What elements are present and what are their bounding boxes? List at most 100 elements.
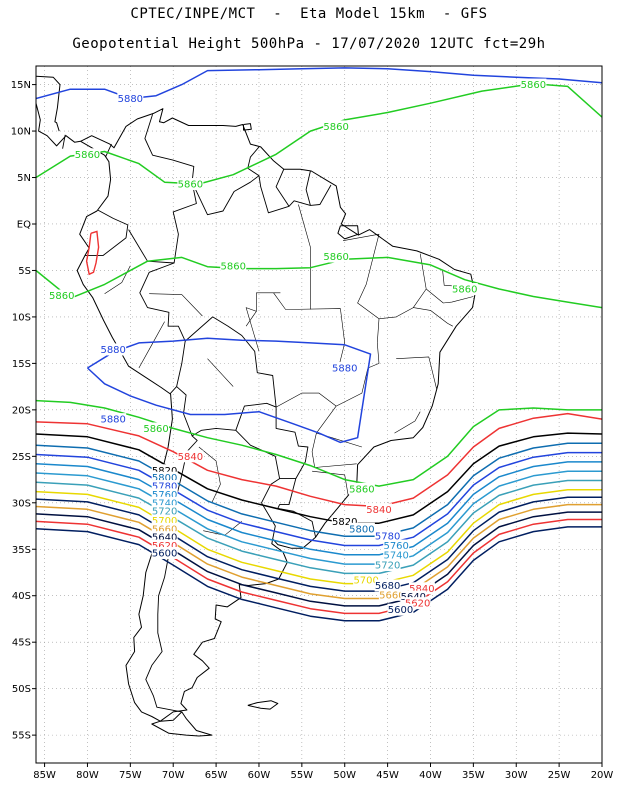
coastline [36,103,81,147]
map-subtitle: Geopotential Height 500hPa - 17/07/2020 … [72,36,546,52]
contour-label-bg [366,503,393,516]
contour-label-bg [323,120,350,133]
lon-tick-label: 75W [119,770,142,781]
contour-label-bg [220,259,247,272]
contour-label-5880: 5880 [118,94,143,105]
lat-tick-label: 5S [18,266,31,277]
lon-tick-label: 70W [162,770,185,781]
contour-label-5720: 5720 [375,561,400,572]
contour-label-bg [331,362,358,375]
contour-label-5620: 5620 [152,541,177,552]
state-border [316,405,362,448]
contour-closed-5840 [85,230,100,276]
contour-label-5860: 5860 [452,285,477,296]
contour-label-5880: 5880 [100,415,125,426]
lat-tick-label: 20S [12,405,31,416]
contour-label-5700: 5700 [152,516,177,527]
country-border [277,478,317,538]
contour-label-bg [100,343,127,356]
contour-label-5860: 5860 [323,122,348,133]
state-border [245,292,281,327]
contour-label-5780: 5780 [375,532,400,543]
lat-tick-label: 10N [11,127,31,138]
coastline [151,711,213,737]
contour-label-5820: 5820 [152,466,177,477]
contour-label-5820: 5820 [332,517,357,528]
contour-label-bg [151,546,178,559]
state-border [298,204,311,310]
contour-label-bg [48,289,75,302]
contour-label-5760: 5760 [383,541,408,552]
lon-tick-label: 45W [376,770,399,781]
lon-tick-label: 40W [419,770,442,781]
state-border [149,293,203,317]
state-border [342,233,380,343]
state-border [396,356,437,389]
contour-label-5860: 5860 [49,291,74,302]
contour-5860 [36,399,602,487]
contour-label-5860: 5860 [521,80,546,91]
contour-label-5740: 5740 [152,498,177,509]
contour-label-bg [323,250,350,263]
coastline [36,75,61,132]
contour-5860 [36,256,602,309]
coastline [247,700,279,710]
lon-tick-label: 80W [76,770,99,781]
country-border [235,407,309,480]
contour-label-5800: 5800 [349,524,374,535]
lon-tick-label: 65W [205,770,228,781]
lat-tick-label: EQ [17,219,31,230]
contour-label-5860: 5860 [75,150,100,161]
country-border [176,386,236,437]
contour-label-bg [374,559,401,572]
contour-5840 [36,412,602,508]
country-border [186,435,198,453]
lat-tick-label: 40S [12,591,31,602]
country-border [84,209,129,257]
lat-tick-label: 5N [17,173,31,184]
contour-label-5860: 5860 [178,180,203,191]
country-border [191,146,260,216]
lat-tick-label: 15S [12,359,31,370]
lat-tick-label: 35S [12,545,31,556]
contour-label-bg [143,422,170,435]
lon-tick-label: 25W [548,770,571,781]
country-border [275,169,290,207]
lat-tick-label: 10S [12,312,31,323]
contour-label-bg [387,603,414,616]
contour-label-bg [451,283,478,296]
country-border [62,134,66,149]
contour-label-bg [348,522,375,535]
lon-tick-label: 30W [505,770,528,781]
contour-label-bg [520,78,547,91]
contour-label-5800: 5800 [152,473,177,484]
contour-label-5660: 5660 [152,524,177,535]
lon-tick-label: 55W [291,770,314,781]
country-border [258,175,332,214]
state-border [394,411,421,434]
contour-label-bg [151,505,178,518]
contour-5640 [36,511,602,607]
country-border [105,143,112,158]
lat-tick-label: 30S [12,498,31,509]
state-border [245,307,260,352]
contour-label-5840: 5840 [178,452,203,463]
contour-label-5700: 5700 [353,575,378,586]
contour-label-5740: 5740 [383,550,408,561]
country-border [261,478,280,540]
state-border [207,358,234,387]
state-border [311,433,357,468]
contour-label-bg [117,92,144,105]
state-border [426,288,474,304]
contour-label-bg [177,450,204,463]
state-border [273,292,345,368]
plot-frame [35,65,603,764]
state-border [413,307,453,327]
state-border [312,470,349,496]
contour-5680 [36,496,602,592]
contour-label-bg [374,579,401,592]
contour-label-5600: 5600 [152,548,177,559]
contour-label-5640: 5640 [152,533,177,544]
axis-ticks: 15N 10N 5N EQ 5S 10S 15S 20S 25S 30S 35S 40S 45S 50S 5… [11,80,614,781]
